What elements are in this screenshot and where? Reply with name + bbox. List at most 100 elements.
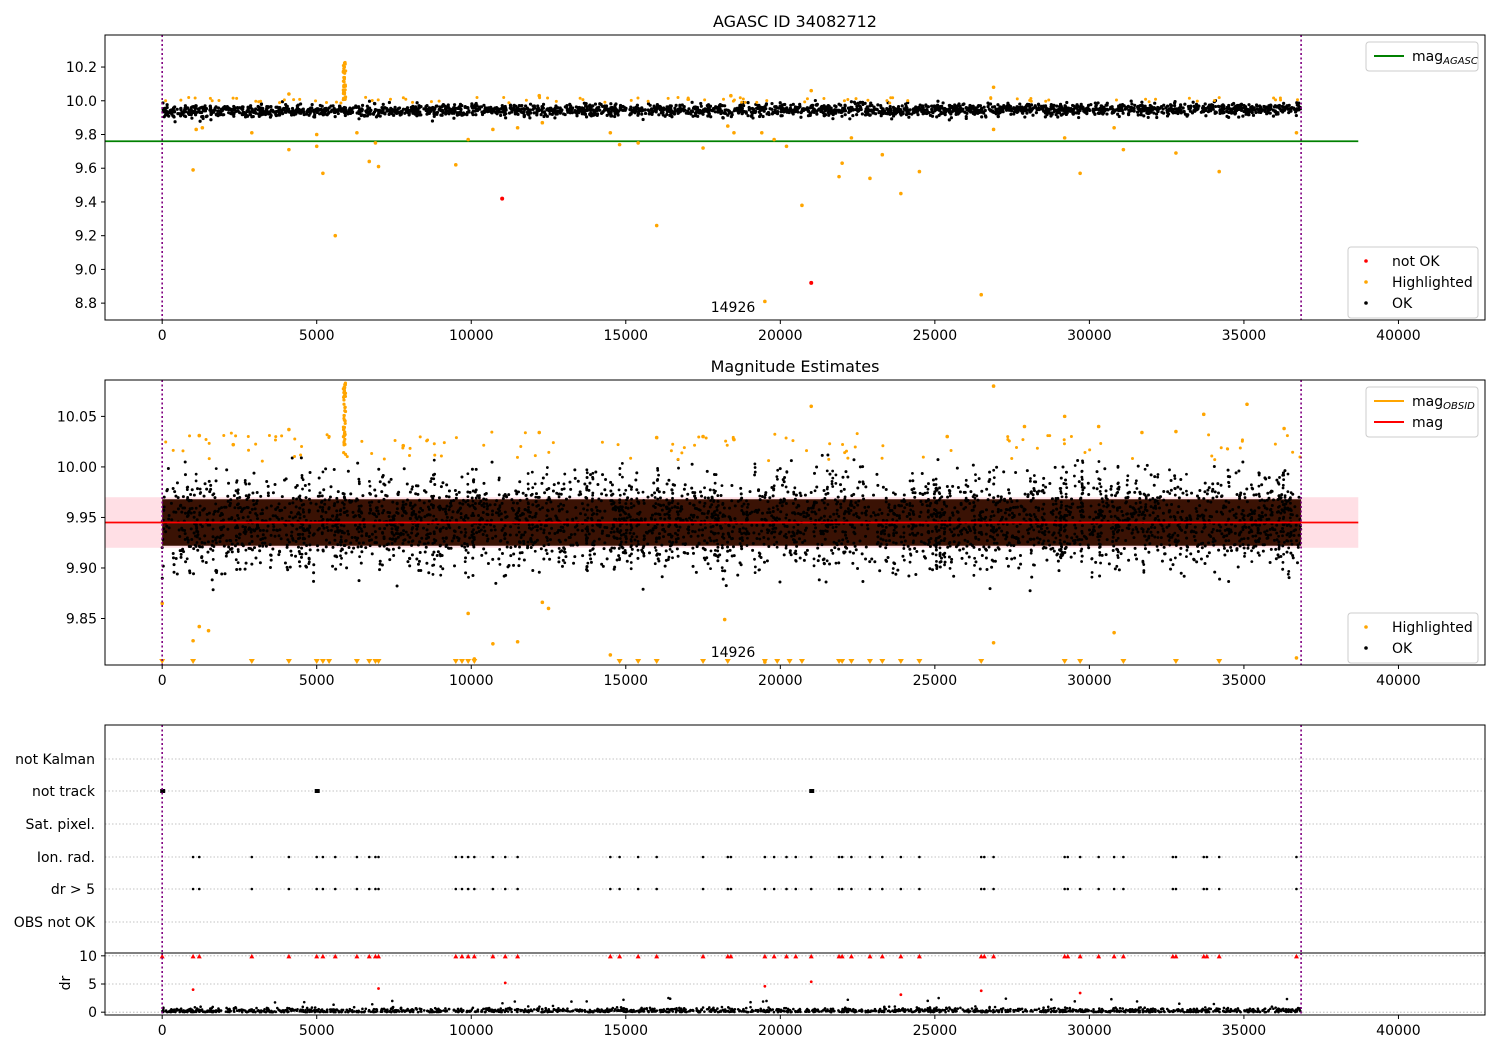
ok-point (900, 540, 904, 544)
ok-point (281, 112, 285, 116)
ok-point (1132, 536, 1136, 540)
ok-point (884, 539, 888, 543)
ok-point (328, 495, 332, 499)
ok-point (676, 554, 680, 558)
ok-point (1203, 544, 1207, 548)
ok-point (434, 104, 438, 108)
ok-point (755, 537, 759, 541)
ok-point (174, 556, 178, 560)
ok-point (375, 515, 379, 519)
ok-point (221, 105, 226, 110)
ok-point (942, 527, 946, 531)
ok-point (1085, 111, 1089, 116)
highlighted-point (1015, 97, 1019, 101)
ok-point (216, 114, 220, 118)
highlighted-point (343, 60, 347, 65)
ok-point (1137, 108, 1141, 112)
ok-point (435, 553, 439, 557)
ok-point (947, 103, 951, 108)
ok-point (289, 549, 293, 553)
ok-point (364, 546, 368, 550)
ok-point (1281, 544, 1285, 548)
ok-point (979, 524, 983, 528)
ok-point (653, 108, 657, 112)
ok-point (388, 109, 392, 114)
ok-point (1272, 498, 1276, 502)
ok-point (315, 544, 319, 548)
ok-point (876, 103, 880, 107)
ok-point (1292, 106, 1296, 110)
ok-point (1007, 488, 1011, 492)
ok-point (766, 110, 771, 115)
ok-point (665, 109, 669, 114)
ok-point (881, 518, 885, 522)
highlighted-point (805, 97, 809, 101)
ok-point (1088, 528, 1092, 532)
ok-point (1053, 465, 1057, 469)
ok-point (542, 531, 546, 535)
ok-point (1075, 103, 1079, 107)
ok-point (762, 542, 766, 546)
ok-point (1229, 111, 1234, 115)
ok-point (312, 115, 316, 119)
ok-point (445, 504, 449, 508)
ok-point (165, 103, 169, 107)
highlighted-point (759, 131, 764, 135)
ok-point (596, 483, 600, 487)
ok-point (806, 114, 811, 118)
ok-point (1211, 540, 1215, 544)
ok-point (1176, 485, 1180, 489)
ok-point (919, 499, 923, 503)
ok-point (791, 501, 795, 505)
ok-point (499, 113, 503, 117)
ok-point (537, 108, 541, 113)
ok-point (277, 113, 282, 117)
ok-point (674, 103, 678, 107)
ok-point (888, 112, 892, 116)
ok-point (183, 511, 187, 515)
legend-label: Highlighted (1392, 275, 1473, 291)
ok-point (628, 531, 632, 535)
ok-point (893, 110, 897, 115)
ok-point (854, 501, 858, 505)
highlighted-point (1217, 169, 1221, 174)
ok-point (167, 526, 171, 530)
ok-point (416, 532, 420, 536)
ok-point (974, 560, 978, 564)
ok-point (719, 494, 723, 498)
ok-point (1045, 113, 1049, 117)
ok-point (728, 506, 732, 510)
ok-point (288, 515, 292, 519)
ok-point (927, 538, 931, 542)
ok-point (251, 499, 255, 503)
ok-point (368, 511, 372, 515)
ok-point (1207, 533, 1211, 537)
ok-point (700, 494, 704, 498)
ok-point (813, 471, 817, 475)
ok-point (1142, 114, 1146, 118)
ok-point (918, 103, 922, 107)
ok-point (961, 102, 965, 107)
ok-point (510, 498, 514, 502)
ok-point (698, 508, 702, 512)
ok-point (1012, 107, 1016, 111)
ok-point (463, 112, 467, 116)
ok-point (372, 101, 377, 106)
ok-point (428, 513, 432, 517)
ok-point (913, 495, 917, 499)
ok-point (416, 484, 420, 488)
ok-point (1078, 542, 1082, 546)
ok-point (248, 113, 253, 117)
ok-point (226, 550, 230, 554)
y-tick-label: 10.2 (66, 60, 97, 76)
highlighted-point (217, 98, 221, 102)
ok-point (461, 502, 465, 506)
ok-point (1131, 528, 1135, 532)
ok-point (956, 510, 960, 514)
ok-point (1254, 110, 1258, 115)
ok-point (680, 494, 684, 498)
ok-point (851, 113, 855, 118)
ok-point (527, 523, 531, 527)
highlighted-point (324, 101, 328, 105)
ok-point (416, 543, 420, 547)
